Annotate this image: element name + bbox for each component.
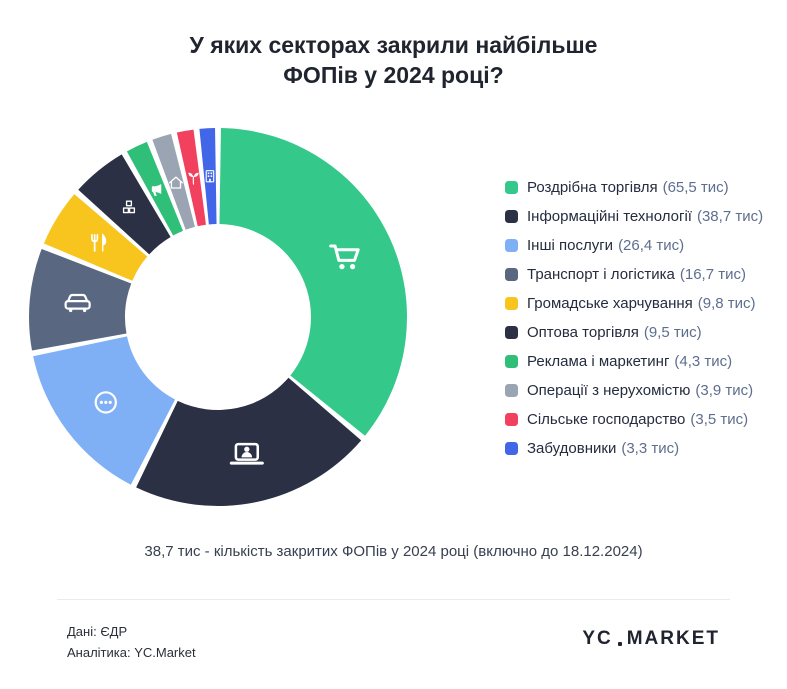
cart-icon bbox=[329, 244, 360, 270]
legend-swatch-icon bbox=[505, 296, 518, 310]
source-line: Дані: ЄДР bbox=[67, 624, 128, 639]
legend-swatch-icon bbox=[505, 180, 518, 194]
donut-segments bbox=[29, 128, 407, 507]
legend-label: Інформаційні технології bbox=[527, 207, 692, 225]
legend-item: Громадське харчування (9,8 тис) bbox=[505, 294, 763, 312]
legend-swatch-icon bbox=[505, 267, 518, 281]
source-credits: Дані: ЄДР Аналітика: YC.Market bbox=[67, 621, 196, 663]
donut-segment bbox=[136, 377, 362, 507]
donut-segment bbox=[78, 154, 171, 255]
legend-swatch-icon bbox=[505, 412, 518, 426]
legend-item: Роздрібна торгівля (65,5 тис) bbox=[505, 178, 763, 196]
legend-item: Сільське господарство (3,5 тис) bbox=[505, 410, 763, 428]
car-icon bbox=[64, 293, 91, 313]
legend-value: (16,7 тис) bbox=[679, 265, 746, 283]
yc-market-logo: YC MARKET bbox=[582, 628, 720, 650]
legend-swatch-icon bbox=[505, 383, 518, 397]
legend-swatch-icon bbox=[505, 209, 518, 223]
page-title-line: ФОПів у 2024 році? bbox=[283, 62, 504, 89]
legend-swatch-icon bbox=[505, 238, 518, 252]
legend-item: Операції з нерухомістю (3,9 тис) bbox=[505, 381, 763, 399]
legend-label: Сільське господарство bbox=[527, 410, 686, 428]
donut-segment bbox=[33, 336, 176, 485]
building-icon bbox=[205, 170, 215, 183]
megaphone-icon bbox=[151, 184, 162, 196]
legend-item: Транспорт і логістика (16,7 тис) bbox=[505, 265, 763, 283]
legend-value: (9,5 тис) bbox=[643, 323, 702, 341]
legend-label: Громадське харчування bbox=[527, 294, 693, 312]
donut-chart-svg bbox=[29, 128, 407, 507]
legend-swatch-icon bbox=[505, 441, 518, 455]
legend-label: Інші послуги bbox=[527, 236, 614, 254]
legend-label: Забудовники bbox=[527, 439, 617, 457]
donut-chart bbox=[16, 115, 420, 519]
donut-segment bbox=[152, 133, 195, 230]
legend-value: (65,5 тис) bbox=[662, 178, 729, 196]
legend-label: Оптова торгівля bbox=[527, 323, 639, 341]
legend-item: Інформаційні технології (38,7 тис) bbox=[505, 207, 764, 225]
legend-value: (9,8 тис) bbox=[697, 294, 756, 312]
legend-value: (26,4 тис) bbox=[618, 236, 685, 254]
legend-swatch-icon bbox=[505, 354, 518, 368]
legend-value: (3,9 тис) bbox=[695, 381, 754, 399]
donut-segment bbox=[176, 129, 206, 227]
legend-label: Операції з нерухомістю bbox=[527, 381, 691, 399]
summary-note: 38,7 тис - кількість закритих ФОПів у 20… bbox=[144, 543, 643, 560]
logo-text-market: MARKET bbox=[626, 628, 720, 649]
donut-segment bbox=[29, 248, 132, 351]
logo-dot-icon bbox=[617, 642, 622, 646]
legend-value: (3,5 тис) bbox=[690, 410, 749, 428]
chat-ellipsis-icon bbox=[94, 391, 117, 414]
sprout-icon bbox=[188, 172, 199, 185]
legend-item: Реклама і маркетинг (4,3 тис) bbox=[505, 352, 763, 370]
legend-swatch-icon bbox=[505, 325, 518, 339]
logo-text-yc: YC bbox=[582, 628, 613, 649]
legend-label: Транспорт і логістика bbox=[527, 265, 675, 283]
page-title: У яких секторах закрили найбільше ФОПів … bbox=[0, 30, 787, 91]
page-title-line: У яких секторах закрили найбільше bbox=[189, 32, 598, 58]
legend-value: (38,7 тис) bbox=[696, 207, 764, 225]
legend: Роздрібна торгівля (65,5 тис) Інформаційні… bbox=[505, 179, 763, 469]
legend-item: Інші послуги (26,4 тис) bbox=[505, 236, 763, 254]
source-line: Аналітика: YC.Market bbox=[67, 645, 196, 661]
donut-segment bbox=[43, 194, 148, 281]
legend-value: (4,3 тис) bbox=[674, 352, 733, 370]
legend-value: (3,3 тис) bbox=[621, 439, 680, 457]
legend-label: Реклама і маркетинг bbox=[527, 352, 670, 370]
donut-segment bbox=[219, 128, 407, 436]
utensils-icon bbox=[91, 233, 107, 252]
legend-item: Оптова торгівля (9,5 тис) bbox=[505, 323, 763, 341]
legend-item: Забудовники (3,3 тис) bbox=[505, 439, 763, 457]
boxes-icon bbox=[122, 200, 136, 214]
legend-label: Роздрібна торгівля bbox=[527, 178, 658, 196]
divider bbox=[57, 599, 730, 600]
home-icon bbox=[168, 176, 183, 189]
donut-icons bbox=[64, 170, 360, 465]
laptop-user-icon bbox=[229, 442, 264, 465]
